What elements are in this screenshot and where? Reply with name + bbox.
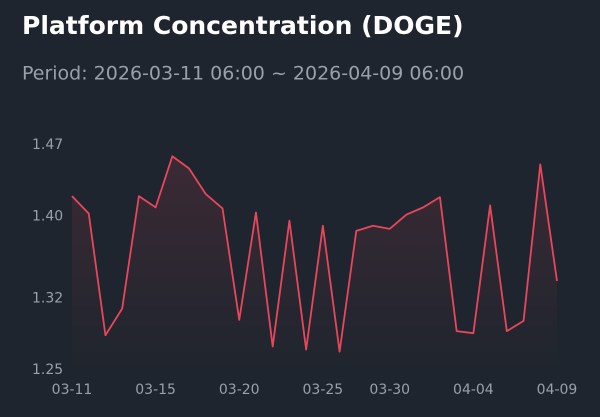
chart-title: Platform Concentration (DOGE) — [22, 11, 464, 40]
x-tick-label: 03-11 — [52, 382, 93, 398]
x-tick-label: 03-30 — [369, 382, 410, 398]
x-tick-label: 04-04 — [453, 382, 494, 398]
x-tick-label: 03-20 — [219, 382, 260, 398]
line — [71, 155, 558, 353]
y-tick-label: 1.25 — [32, 362, 63, 378]
x-tick-label: 04-09 — [537, 382, 578, 398]
chart-subtitle: Period: 2026-03-11 06:00 ~ 2026-04-09 06… — [22, 63, 464, 85]
y-tick-label: 1.40 — [32, 209, 63, 225]
x-tick-label: 03-15 — [135, 382, 176, 398]
x-tick-label: 03-25 — [303, 382, 344, 398]
area — [72, 156, 557, 370]
y-tick-label: 1.32 — [32, 290, 63, 306]
y-tick-label: 1.47 — [32, 137, 63, 153]
